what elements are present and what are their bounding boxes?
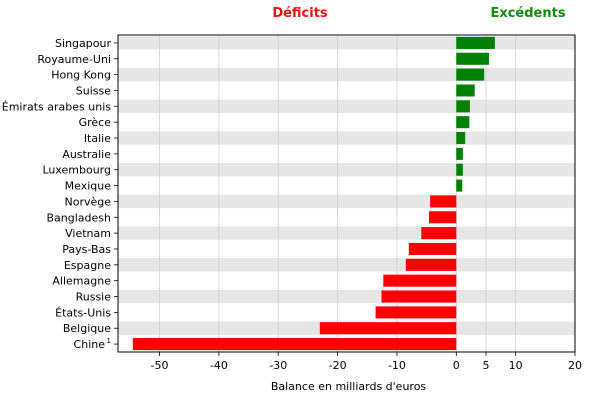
x-tick-label: -30 <box>269 359 287 372</box>
bar-Russie <box>381 290 457 303</box>
row-band <box>118 226 575 240</box>
x-tick-label: -40 <box>210 359 228 372</box>
header-excedents: Excédents <box>490 6 565 21</box>
y-tick-label: Espagne <box>64 259 111 272</box>
y-tick-label: Luxembourg <box>42 164 111 177</box>
bar-Singapour <box>456 36 495 49</box>
row-band <box>118 131 575 145</box>
bar-Suisse <box>456 84 475 97</box>
y-tick-label: Suisse <box>76 84 111 97</box>
bar-Vietnam <box>421 227 457 240</box>
bar-Luxembourg <box>456 163 463 176</box>
x-axis-ticks: -50 -40 -30 -20 -10 0 5 10 20 <box>151 352 582 372</box>
bar-États-Unis <box>375 306 457 319</box>
y-tick-label: Hong Kong <box>51 69 111 82</box>
plot-frame <box>117 34 576 353</box>
bar-Allemagne <box>383 274 457 287</box>
y-tick-label: Russie <box>76 291 112 304</box>
x-tick-label: -10 <box>388 359 406 372</box>
row-band <box>118 163 575 177</box>
bar-Grèce <box>456 116 470 129</box>
bar-Chine <box>132 338 457 351</box>
bar-Italie <box>456 132 466 145</box>
header-deficits: Déficits <box>272 6 328 21</box>
bar-Espagne <box>405 258 457 271</box>
y-tick-label: États-Unis <box>55 306 111 319</box>
x-tick-label: 20 <box>568 359 582 372</box>
bar-Belgique <box>319 322 457 335</box>
bar-Norvège <box>430 195 457 208</box>
y-axis-ticks: Singapour Royaume-Uni Hong Kong Suisse Émira… <box>2 37 118 351</box>
x-tick-label: 10 <box>509 359 523 372</box>
y-tick-label: Grèce <box>79 116 112 129</box>
bars <box>132 36 495 351</box>
x-tick-label: -50 <box>151 359 169 372</box>
y-tick-label: Royaume-Uni <box>37 53 111 66</box>
bar-Royaume-Uni <box>456 52 489 65</box>
x-tick-label: -20 <box>329 359 347 372</box>
row-band <box>118 258 575 272</box>
row-band <box>118 289 575 304</box>
footnote-mark: 1 <box>107 337 111 345</box>
y-tick-label: Mexique <box>65 180 112 193</box>
y-tick-label: Australie <box>62 148 111 161</box>
bar-Émirats arabes unis <box>456 100 470 113</box>
x-tick-label: 5 <box>482 359 489 372</box>
y-tick-label: Belgique <box>63 322 111 335</box>
y-tick-label: Vietnam <box>65 227 111 240</box>
bar-Hong Kong <box>456 68 485 81</box>
x-tick-label: 0 <box>453 359 460 372</box>
row-band <box>118 36 575 50</box>
row-band <box>118 194 575 209</box>
x-axis-label: Balance en milliards d'euros <box>271 380 427 393</box>
row-bands <box>118 36 575 335</box>
row-band <box>118 67 575 82</box>
y-tick-label: Chine <box>74 338 106 351</box>
row-band <box>118 99 575 113</box>
y-tick-label: Italie <box>84 132 111 145</box>
y-tick-label: Allemagne <box>52 275 111 288</box>
grid-lines <box>159 35 576 352</box>
bar-Pays-Bas <box>408 242 457 255</box>
bar-Australie <box>456 147 463 160</box>
y-tick-label: Singapour <box>55 37 111 50</box>
y-tick-label: Norvège <box>64 195 111 208</box>
y-tick-label: Bangladesh <box>47 211 112 224</box>
y-tick-label: Émirats arabes unis <box>2 100 112 113</box>
y-tick-label: Pays-Bas <box>62 243 111 256</box>
bar-Mexique <box>456 179 463 192</box>
bar-Bangladesh <box>428 211 457 224</box>
